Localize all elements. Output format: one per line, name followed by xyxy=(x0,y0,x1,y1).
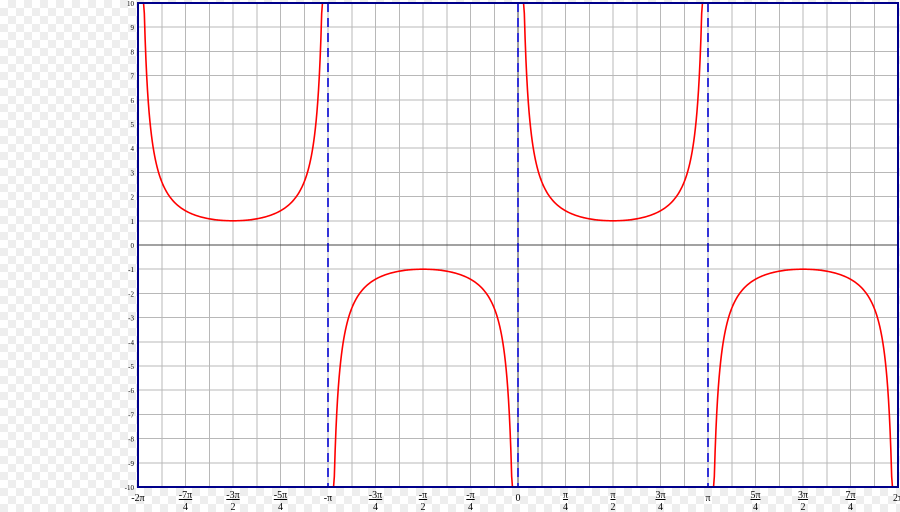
svg-text:π: π xyxy=(563,490,568,501)
x-tick-frac: -7π4 xyxy=(179,490,192,512)
y-tick-label: -1 xyxy=(128,266,134,274)
y-tick-label: -2 xyxy=(128,290,134,298)
svg-text:4: 4 xyxy=(278,502,283,512)
y-tick-label: -8 xyxy=(128,436,134,444)
x-tick-label: -π xyxy=(324,493,332,504)
x-tick-frac: -π4 xyxy=(466,490,474,512)
x-tick-label: π xyxy=(705,493,710,504)
svg-text:-3π: -3π xyxy=(226,490,239,501)
svg-text:4: 4 xyxy=(848,502,853,512)
svg-text:3π: 3π xyxy=(798,490,808,501)
x-tick-frac: π2 xyxy=(610,490,615,512)
x-tick-frac: 7π4 xyxy=(845,490,855,512)
x-tick-frac: 3π2 xyxy=(798,490,808,512)
x-tick-frac: -5π4 xyxy=(274,490,287,512)
y-tick-label: -9 xyxy=(128,460,134,468)
svg-text:2: 2 xyxy=(801,502,806,512)
svg-text:4: 4 xyxy=(658,502,663,512)
svg-text:2: 2 xyxy=(421,502,426,512)
y-tick-label: 9 xyxy=(131,24,135,32)
x-tick-frac: π4 xyxy=(563,490,568,512)
y-tick-label: 1 xyxy=(131,218,135,226)
x-tick-frac: 3π4 xyxy=(655,490,665,512)
svg-text:7π: 7π xyxy=(845,490,855,501)
y-tick-label: 4 xyxy=(131,145,135,153)
y-tick-label: 7 xyxy=(131,73,135,81)
svg-text:4: 4 xyxy=(183,502,188,512)
y-tick-label: -10 xyxy=(125,484,135,492)
y-tick-label: 6 xyxy=(131,97,135,105)
y-tick-label: -6 xyxy=(128,387,134,395)
svg-text:-3π: -3π xyxy=(369,490,382,501)
x-tick-label: -2π xyxy=(131,493,144,504)
svg-text:-7π: -7π xyxy=(179,490,192,501)
y-tick-label: 5 xyxy=(131,121,135,129)
y-tick-label: 0 xyxy=(131,242,135,250)
svg-text:-π: -π xyxy=(419,490,427,501)
svg-text:4: 4 xyxy=(563,502,568,512)
y-tick-label: 3 xyxy=(131,169,135,177)
svg-text:5π: 5π xyxy=(750,490,760,501)
y-tick-label: 2 xyxy=(131,194,135,202)
svg-text:4: 4 xyxy=(753,502,758,512)
svg-text:3π: 3π xyxy=(655,490,665,501)
y-tick-label: 8 xyxy=(131,48,135,56)
y-tick-label: -5 xyxy=(128,363,134,371)
x-tick-frac: -3π4 xyxy=(369,490,382,512)
y-tick-label: 10 xyxy=(127,0,135,8)
x-tick-frac: -π2 xyxy=(419,490,427,512)
svg-text:-π: -π xyxy=(466,490,474,501)
svg-text:π: π xyxy=(610,490,615,501)
y-tick-label: -7 xyxy=(128,411,134,419)
x-tick-label: 0 xyxy=(516,493,521,504)
x-tick-label: 2π xyxy=(893,493,900,504)
x-tick-frac: -3π2 xyxy=(226,490,239,512)
csc-chart: -10-9-8-7-6-5-4-3-2-1012345678910-2π-7π4… xyxy=(0,0,900,512)
svg-text:2: 2 xyxy=(611,502,616,512)
svg-text:-5π: -5π xyxy=(274,490,287,501)
x-tick-frac: 5π4 xyxy=(750,490,760,512)
svg-text:4: 4 xyxy=(468,502,473,512)
y-tick-label: -4 xyxy=(128,339,134,347)
y-tick-label: -3 xyxy=(128,315,134,323)
svg-text:2: 2 xyxy=(231,502,236,512)
svg-text:4: 4 xyxy=(373,502,378,512)
